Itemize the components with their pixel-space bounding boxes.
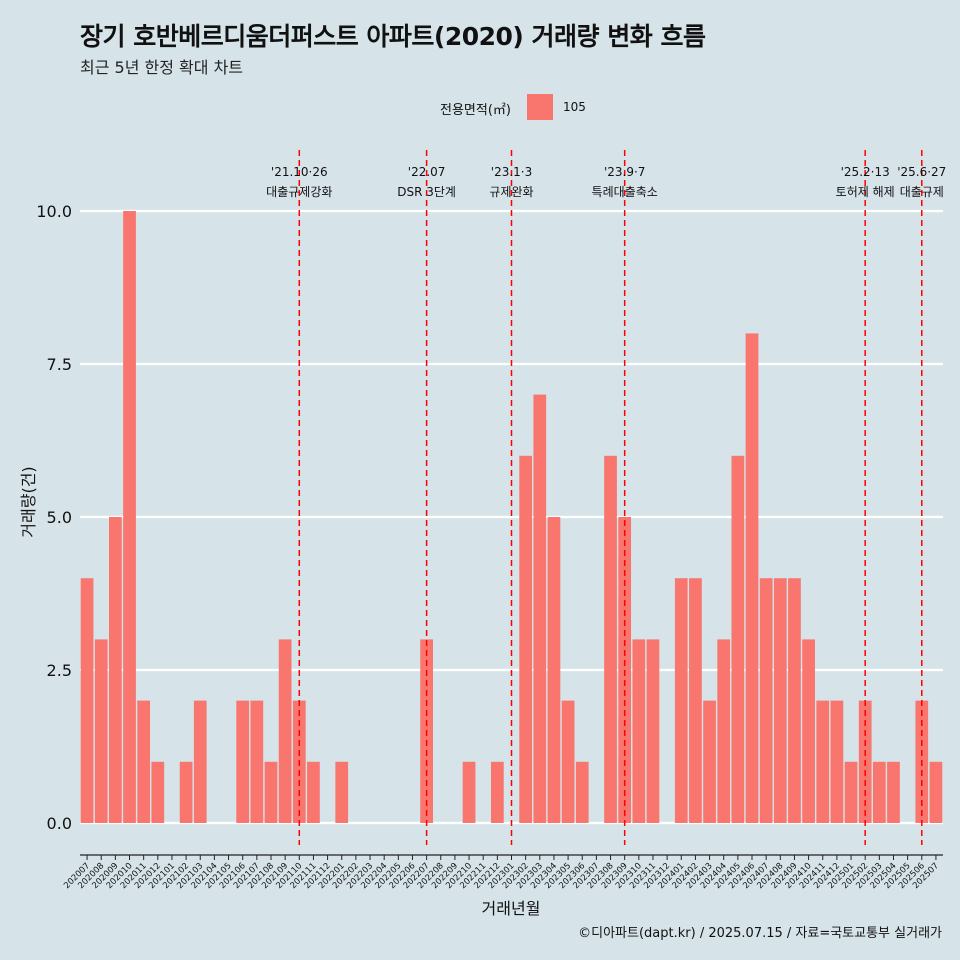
event-label: 대출규제 xyxy=(900,185,944,199)
y-tick-label: 0.0 xyxy=(47,814,72,833)
event-label: DSR 3단계 xyxy=(397,185,456,199)
legend-label-105: 105 xyxy=(563,100,586,114)
y-tick-label: 5.0 xyxy=(47,508,72,527)
bar xyxy=(264,761,278,823)
bar xyxy=(179,761,193,823)
bar xyxy=(490,761,504,823)
bar xyxy=(335,761,349,823)
y-tick-label: 10.0 xyxy=(36,202,72,221)
bar xyxy=(646,639,660,823)
bar xyxy=(887,761,900,823)
event-label: 토허제 해제 xyxy=(836,185,895,199)
bar xyxy=(604,455,617,823)
bar xyxy=(759,578,773,823)
bar xyxy=(462,761,476,823)
bar xyxy=(561,700,575,823)
event-date-label: '25.6·27 xyxy=(897,165,946,179)
y-tick-label: 2.5 xyxy=(47,661,72,680)
y-axis-title: 거래량(건) xyxy=(19,466,38,537)
event-date-label: '22.07 xyxy=(408,165,446,179)
legend-title: 전용면적(㎡) xyxy=(440,103,511,118)
bar xyxy=(250,700,264,823)
event-date-label: '23.1·3 xyxy=(491,165,532,179)
bar xyxy=(151,761,165,823)
caption: ©디아파트(dapt.kr) / 2025.07.15 / 자료=국토교통부 실… xyxy=(578,926,942,941)
event-date-label: '23.9·7 xyxy=(604,165,645,179)
bar xyxy=(109,517,122,823)
bar xyxy=(674,578,688,823)
bar xyxy=(844,761,858,823)
event-label: 규제완화 xyxy=(489,185,533,199)
bar xyxy=(94,639,108,823)
event-label: 특례대출축소 xyxy=(592,185,658,199)
bar xyxy=(717,639,731,823)
bar xyxy=(731,455,745,823)
bar xyxy=(533,394,547,823)
bar xyxy=(816,700,830,823)
event-date-label: '25.2·13 xyxy=(841,165,890,179)
legend: 전용면적(㎡) 105 xyxy=(0,94,960,122)
bar xyxy=(745,333,759,823)
bar xyxy=(123,211,136,823)
chart-subtitle: 최근 5년 한정 확대 차트 xyxy=(80,58,244,77)
bar xyxy=(307,761,320,823)
bar xyxy=(802,639,815,823)
bar xyxy=(830,700,844,823)
bar xyxy=(689,578,702,823)
bar xyxy=(773,578,787,823)
chart-title: 장기 호반베르디움더퍼스트 아파트(2020) 거래량 변화 흐름 xyxy=(80,22,706,51)
bar xyxy=(929,761,943,823)
bar xyxy=(137,700,151,823)
bar xyxy=(519,455,533,823)
bar xyxy=(193,700,207,823)
bar xyxy=(575,761,589,823)
y-tick-label: 7.5 xyxy=(47,355,72,374)
bar xyxy=(703,700,716,823)
event-date-label: '21.10·26 xyxy=(271,165,328,179)
bar xyxy=(236,700,250,823)
bar xyxy=(788,578,801,823)
event-label: 대출규제강화 xyxy=(266,185,332,199)
bar xyxy=(632,639,646,823)
legend-key-105 xyxy=(527,94,553,120)
bar xyxy=(278,639,292,823)
bar xyxy=(547,517,561,823)
x-axis-title: 거래년월 xyxy=(482,899,541,918)
bar xyxy=(872,761,886,823)
bar xyxy=(80,578,94,823)
